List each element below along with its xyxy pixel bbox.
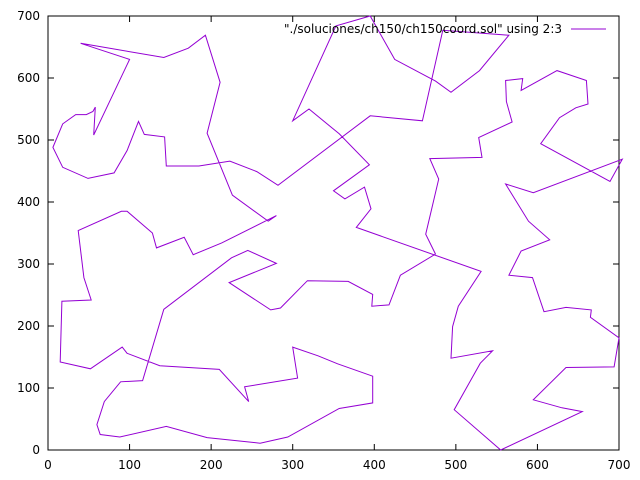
x-tick-label: 300: [281, 458, 304, 472]
plot-border: [47, 15, 620, 451]
x-tick-label: 400: [363, 458, 386, 472]
legend-label: "./soluciones/ch150/ch150coord.sol" usin…: [284, 22, 562, 36]
axis-tick-labels: 0 100 200 300 400 500 600 700 0 100 200 300 400 500 60…: [17, 9, 630, 472]
y-tick-label: 600: [17, 71, 40, 85]
y-tick-label: 500: [17, 133, 40, 147]
y-tick-label: 200: [17, 319, 40, 333]
x-tick-label: 500: [444, 458, 467, 472]
y-tick-label: 400: [17, 195, 40, 209]
x-tick-label: 600: [526, 458, 549, 472]
series-line-0: [52, 15, 624, 451]
series-layer: [52, 15, 624, 451]
x-tick-label: 200: [200, 458, 223, 472]
y-tick-label: 700: [17, 9, 40, 23]
legend: "./soluciones/ch150/ch150coord.sol" usin…: [284, 22, 606, 36]
x-tick-label: 0: [44, 458, 52, 472]
plot-frame: [47, 15, 620, 451]
y-tick-label: 300: [17, 257, 40, 271]
axis-ticks: [47, 15, 620, 451]
x-tick-label: 700: [608, 458, 631, 472]
x-tick-label: 100: [118, 458, 141, 472]
y-tick-label: 0: [32, 443, 40, 457]
y-tick-label: 100: [17, 381, 40, 395]
